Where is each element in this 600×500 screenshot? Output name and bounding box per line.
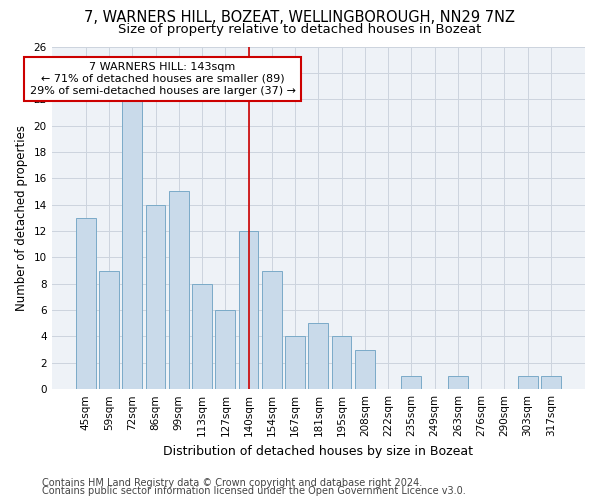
Bar [401,376,421,389]
Bar [122,99,142,389]
Text: Size of property relative to detached houses in Bozeat: Size of property relative to detached ho… [118,22,482,36]
Bar [192,284,212,389]
Bar [262,270,282,389]
Text: Contains public sector information licensed under the Open Government Licence v3: Contains public sector information licen… [42,486,466,496]
Bar [541,376,561,389]
Bar [448,376,468,389]
Bar [285,336,305,389]
Bar [76,218,95,389]
Bar [215,310,235,389]
X-axis label: Distribution of detached houses by size in Bozeat: Distribution of detached houses by size … [163,444,473,458]
Bar [169,192,188,389]
Bar [99,270,119,389]
Bar [146,204,166,389]
Bar [332,336,352,389]
Bar [518,376,538,389]
Bar [308,324,328,389]
Y-axis label: Number of detached properties: Number of detached properties [15,125,28,311]
Text: Contains HM Land Registry data © Crown copyright and database right 2024.: Contains HM Land Registry data © Crown c… [42,478,422,488]
Text: 7, WARNERS HILL, BOZEAT, WELLINGBOROUGH, NN29 7NZ: 7, WARNERS HILL, BOZEAT, WELLINGBOROUGH,… [85,10,515,25]
Bar [355,350,375,389]
Text: 7 WARNERS HILL: 143sqm
← 71% of detached houses are smaller (89)
29% of semi-det: 7 WARNERS HILL: 143sqm ← 71% of detached… [29,62,296,96]
Bar [239,231,259,389]
